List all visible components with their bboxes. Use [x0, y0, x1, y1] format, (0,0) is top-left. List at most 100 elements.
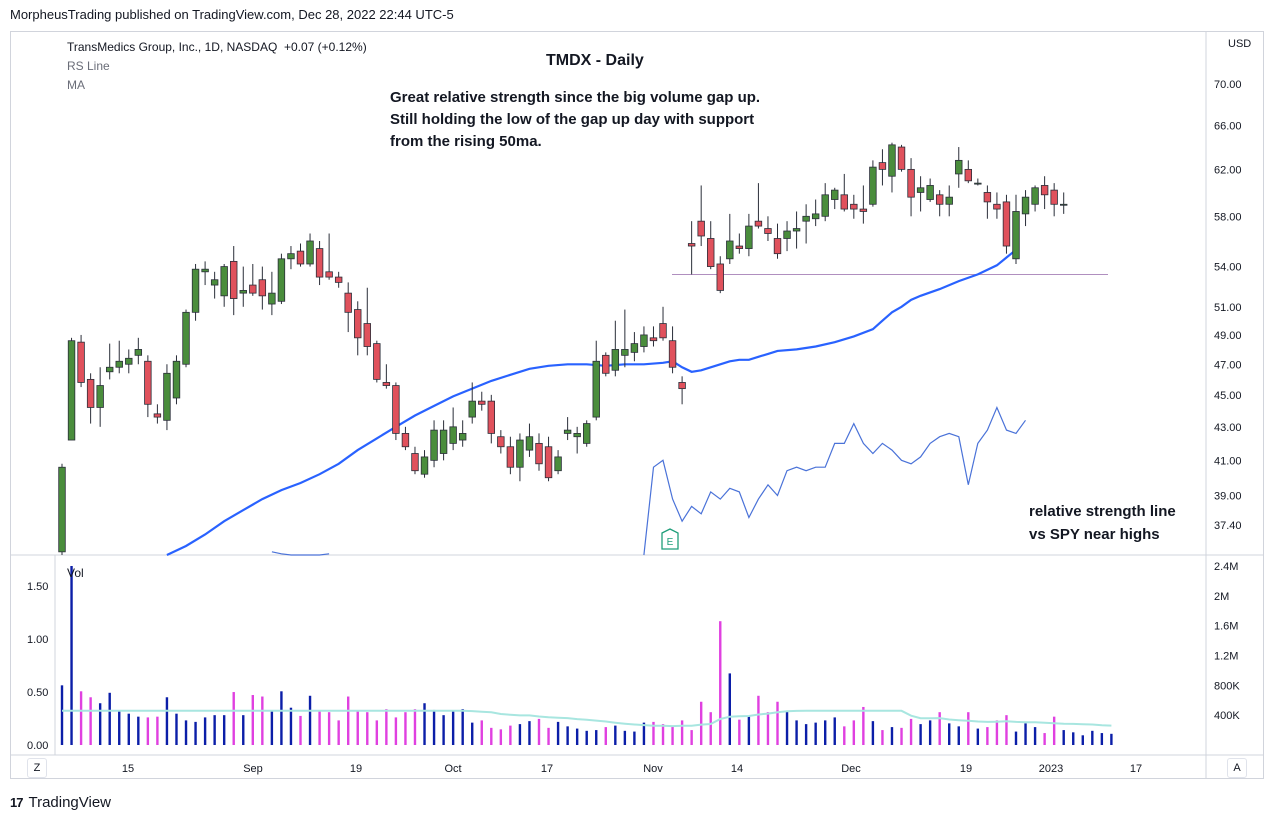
- candle-body: [668, 340, 677, 368]
- volume-bar: [852, 720, 856, 745]
- volume-bar: [843, 726, 846, 745]
- volume-bar: [499, 729, 503, 745]
- price-tick-label: 37.40: [1214, 520, 1242, 532]
- volume-bar: [146, 717, 150, 745]
- volume-bar: [280, 691, 283, 745]
- candle: [563, 417, 572, 441]
- candle-body: [210, 279, 219, 286]
- footer-brand[interactable]: 17 TradingView: [10, 794, 111, 811]
- candle-body: [420, 456, 429, 475]
- candle-body: [554, 456, 562, 472]
- time-tick-label: 19: [960, 763, 972, 775]
- chart-frame[interactable]: [10, 31, 1264, 779]
- candle: [306, 233, 314, 267]
- volume-bar: [766, 712, 770, 745]
- ma-legend[interactable]: MA: [67, 78, 85, 92]
- candle: [258, 266, 267, 310]
- candle-body: [850, 203, 858, 210]
- candle-body: [296, 250, 305, 265]
- candle-body: [182, 311, 190, 365]
- candle-body: [583, 423, 591, 444]
- symbol-legend[interactable]: TransMedics Group, Inc., 1D, NASDAQ +0.0…: [67, 40, 367, 54]
- candle-body: [277, 258, 286, 302]
- candle-body: [506, 446, 515, 468]
- candle: [602, 352, 610, 377]
- candle: [869, 160, 877, 207]
- volume-bar: [327, 712, 331, 745]
- volume-bar: [871, 721, 875, 745]
- candle: [687, 221, 696, 275]
- candle: [249, 263, 257, 296]
- candle-body: [1021, 196, 1030, 215]
- volume-bar: [528, 721, 531, 745]
- candle: [916, 176, 925, 212]
- volume-bar: [299, 715, 302, 745]
- candle-body: [592, 360, 600, 418]
- candle: [458, 420, 467, 447]
- candle: [773, 223, 782, 259]
- volume-right-tick: 2M: [1214, 591, 1229, 603]
- volume-bar: [948, 723, 951, 745]
- candle-body: [77, 341, 85, 383]
- candle: [67, 337, 76, 441]
- volume-bar: [614, 725, 617, 745]
- rs-note-line: vs SPY near highs: [1029, 526, 1160, 543]
- volume-bar: [270, 711, 274, 745]
- volume-left-tick: 1.00: [27, 634, 48, 646]
- volume-bar: [165, 697, 169, 745]
- candle-body: [640, 334, 648, 347]
- candle: [325, 233, 333, 280]
- volume-bar: [661, 724, 665, 745]
- earnings-marker-label: E: [667, 537, 674, 548]
- zoom-button[interactable]: Z: [27, 758, 47, 778]
- candle-body: [907, 168, 915, 198]
- candle: [163, 364, 171, 431]
- candle: [983, 185, 992, 219]
- time-tick-label: 19: [350, 763, 362, 775]
- rs-line-legend[interactable]: RS Line: [67, 59, 110, 73]
- candle: [287, 246, 295, 270]
- volume-bar: [757, 695, 760, 745]
- candle: [1021, 190, 1030, 227]
- candle: [802, 204, 810, 244]
- volume-bar: [642, 722, 646, 745]
- candle-body: [764, 228, 772, 234]
- candle: [573, 426, 581, 454]
- volume-bar: [213, 715, 216, 745]
- earnings-marker[interactable]: E: [661, 528, 679, 550]
- candle: [430, 420, 438, 468]
- candle-body: [687, 243, 696, 247]
- tradingview-logo-icon: 17: [10, 795, 24, 810]
- volume-bar: [89, 697, 92, 745]
- note-line: from the rising 50ma.: [390, 133, 542, 150]
- candle-body: [163, 372, 171, 421]
- candle-body: [106, 366, 114, 373]
- volume-bar: [604, 727, 607, 745]
- volume-legend[interactable]: Vol: [67, 566, 84, 580]
- candle: [268, 271, 276, 316]
- candle-body: [468, 400, 476, 418]
- volume-bar: [413, 709, 417, 745]
- candle-body: [392, 385, 400, 434]
- candle: [525, 423, 534, 457]
- auto-scale-button[interactable]: A: [1227, 758, 1247, 778]
- candle: [106, 343, 114, 380]
- candle-body: [888, 144, 896, 177]
- candle-body: [201, 268, 209, 273]
- volume-bar: [967, 712, 970, 745]
- candle: [125, 349, 133, 374]
- candle-body: [544, 446, 553, 479]
- volume-bar: [194, 721, 197, 745]
- candle: [439, 420, 448, 461]
- volume-bar: [890, 727, 894, 745]
- candle: [649, 326, 658, 347]
- candle: [392, 382, 400, 441]
- candle-body: [249, 284, 257, 294]
- volume-bar: [347, 696, 350, 745]
- volume-bar: [824, 720, 827, 745]
- candle-body: [678, 382, 686, 390]
- candle: [497, 430, 505, 454]
- candle-body: [153, 413, 162, 418]
- candle-body: [945, 196, 953, 205]
